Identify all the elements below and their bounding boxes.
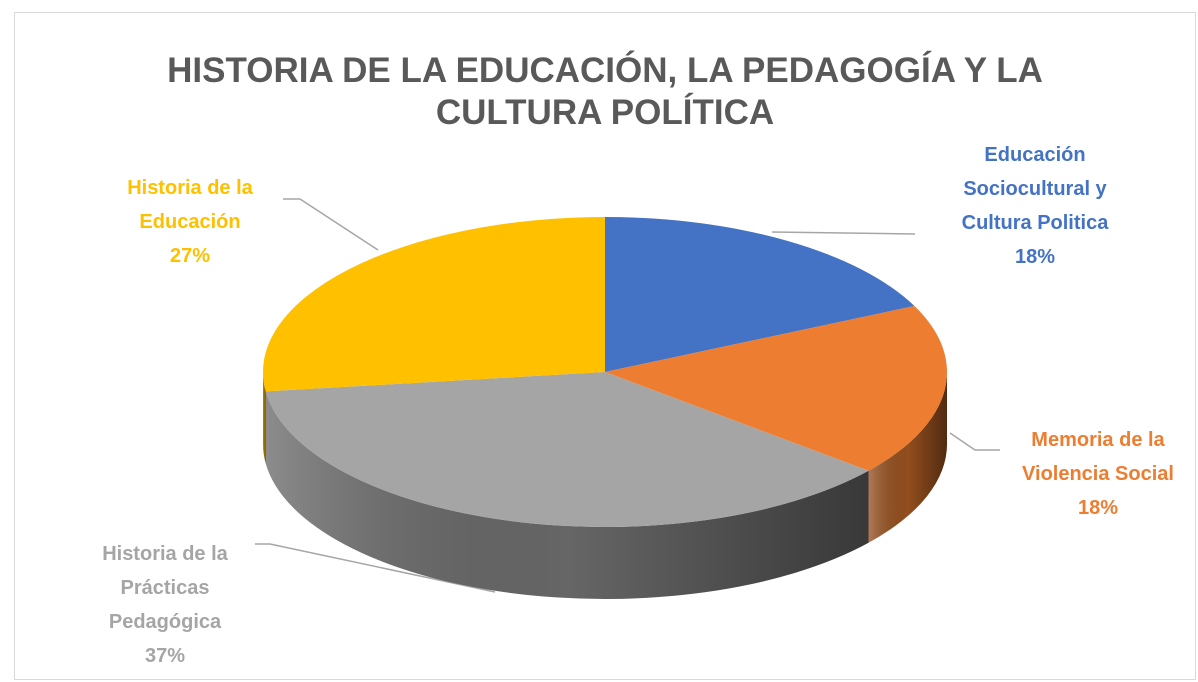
category-label: Historia de la Prácticas Pedagógica <box>102 543 228 633</box>
slice <box>265 372 869 527</box>
value-label: 18% <box>1077 497 1119 519</box>
category-label: Educación Sociocultural y Cultura Politi… <box>961 144 1109 234</box>
data-label: Educación Sociocultural y Cultura Politi… <box>935 138 1135 274</box>
side-shade <box>263 372 266 464</box>
leader-line <box>771 231 916 235</box>
chart-frame <box>14 12 1196 680</box>
slice-tops <box>263 217 947 527</box>
value-label: 18% <box>1014 246 1056 268</box>
category-label: Memoria de la Violencia Social <box>1022 429 1174 485</box>
side-shade <box>265 391 869 599</box>
slice <box>605 217 915 372</box>
side-shade <box>868 372 947 543</box>
leader-lines <box>255 198 1000 593</box>
data-label: Memoria de la Violencia Social 18% <box>1003 423 1193 525</box>
category-label: Historia de la Educación <box>127 177 253 233</box>
slice-sides <box>263 372 947 599</box>
leader-line <box>949 432 1000 451</box>
data-label: Historia de la Prácticas Pedagógica 37% <box>75 537 255 673</box>
chart-title: HISTORIA DE LA EDUCACIÓN, LA PEDAGOGÍA Y… <box>167 51 1043 132</box>
slice <box>605 306 947 471</box>
value-label: 27% <box>169 245 211 267</box>
slice <box>263 217 605 392</box>
leader-line <box>283 198 379 251</box>
data-label: Historia de la Educación 27% <box>100 171 280 273</box>
value-label: 37% <box>144 645 186 667</box>
leader-line <box>255 543 496 593</box>
